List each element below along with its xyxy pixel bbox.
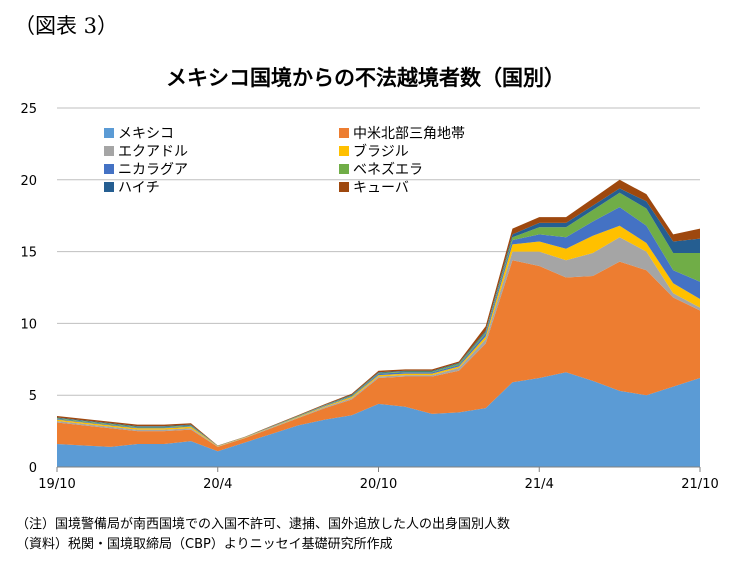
y-tick-label: 20 — [20, 174, 37, 189]
chart-title: メキシコ国境からの不法越境者数（国別） — [166, 66, 565, 90]
x-tick-labels: 19/10 20/4 20/10 21/4 21/10 — [38, 467, 719, 492]
legend-label: エクアドル — [118, 144, 188, 160]
legend-label: ニカラグア — [118, 162, 188, 178]
legend-label: ブラジル — [353, 144, 409, 160]
series-area — [57, 192, 700, 447]
series-area — [57, 260, 700, 452]
footnote-note: （注）国境警備局が南西国境での入国不許可、逮捕、国外追放した人の出身国別人数 — [16, 517, 511, 532]
legend-swatch — [339, 164, 349, 174]
legend-swatch — [339, 128, 349, 138]
legend-swatch — [339, 146, 349, 156]
legend-item: 中米北部三角地帯 — [339, 123, 465, 143]
y-tick-label: 15 — [20, 246, 37, 261]
x-tick-label: 21/10 — [681, 477, 718, 492]
legend-label: 中米北部三角地帯 — [353, 126, 465, 142]
legend-item: エクアドル — [104, 141, 188, 161]
legend-label: メキシコ — [118, 126, 174, 142]
legend-item: メキシコ — [104, 123, 174, 143]
series-area — [57, 372, 700, 467]
legend-label: ハイチ — [118, 180, 160, 196]
y-tick-label: 10 — [20, 317, 37, 332]
legend-item: キューバ — [339, 177, 409, 197]
series-area — [57, 237, 700, 447]
legend-swatch — [339, 182, 349, 192]
x-tick-label: 19/10 — [38, 477, 75, 492]
legend-item: ハイチ — [104, 177, 160, 197]
footnote-source: （資料）税関・国境取締局（CBP）よりニッセイ基礎研究所作成 — [16, 537, 393, 552]
legend-swatch — [104, 164, 114, 174]
legend-label: キューバ — [353, 180, 409, 196]
series-areas — [57, 179, 700, 467]
legend-swatch — [104, 182, 114, 192]
y-tick-label: 0 — [29, 461, 37, 476]
x-tick-label: 20/10 — [360, 477, 397, 492]
y-tick-label: 5 — [29, 389, 37, 404]
series-area — [57, 207, 700, 447]
y-tick-labels: 0 5 10 15 20 25 — [20, 102, 37, 476]
legend-item: ベネズエラ — [339, 159, 423, 179]
legend-swatch — [104, 128, 114, 138]
legend-label: ベネズエラ — [353, 162, 423, 178]
legend-swatch — [104, 146, 114, 156]
y-tick-label: 25 — [20, 102, 37, 117]
legend-item: ニカラグア — [104, 159, 188, 179]
legend-item: ブラジル — [339, 141, 409, 161]
figure-label: （図表 3） — [14, 14, 119, 38]
x-tick-label: 20/4 — [203, 477, 232, 492]
x-tick-label: 21/4 — [525, 477, 554, 492]
